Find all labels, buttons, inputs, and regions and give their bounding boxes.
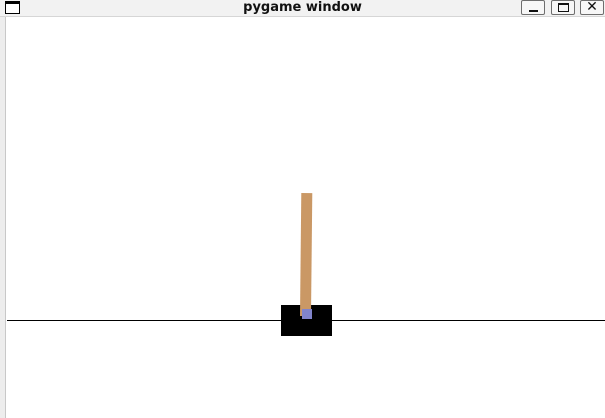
window-titlebar[interactable]: pygame window ✕ — [0, 0, 605, 17]
pole — [300, 192, 313, 317]
window-left-border — [0, 17, 6, 418]
maximize-icon — [558, 3, 569, 12]
minimize-button[interactable] — [521, 0, 545, 15]
maximize-button[interactable] — [551, 0, 575, 15]
minimize-icon — [529, 10, 538, 12]
close-button[interactable]: ✕ — [580, 0, 604, 15]
window-app-icon[interactable] — [5, 1, 20, 14]
window-title: pygame window — [243, 0, 362, 15]
close-icon: ✕ — [586, 0, 598, 15]
pole-axle — [302, 309, 312, 319]
